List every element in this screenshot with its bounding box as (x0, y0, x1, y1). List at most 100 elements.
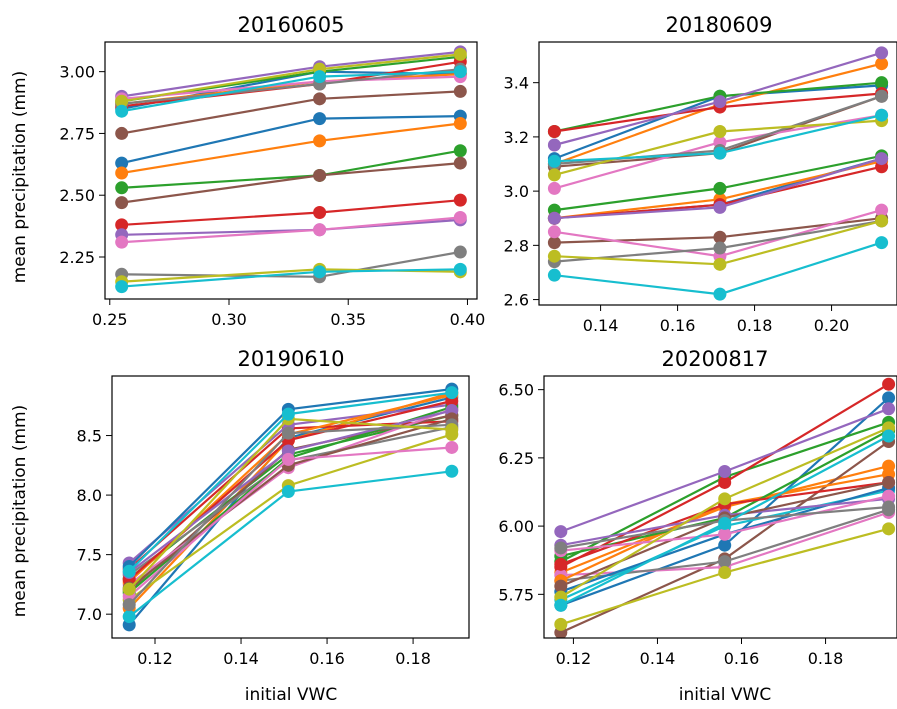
y-tick-label: 3.4 (504, 74, 529, 93)
data-point (547, 249, 561, 263)
x-tick-label: 0.12 (556, 649, 592, 668)
data-point (882, 402, 896, 416)
series-19 (547, 214, 889, 271)
data-point (713, 146, 727, 160)
series-line (121, 115, 461, 165)
series-6 (115, 156, 467, 210)
data-point (547, 211, 561, 225)
data-point (713, 241, 727, 255)
chart-title: 20200817 (662, 347, 769, 371)
data-point (547, 154, 561, 168)
data-point (875, 108, 889, 122)
data-point (718, 555, 732, 569)
series-9 (554, 522, 896, 631)
data-point (554, 541, 568, 555)
series-2 (115, 117, 467, 180)
data-point (453, 47, 467, 61)
data-point (122, 598, 136, 612)
data-point (718, 527, 732, 541)
y-tick-label: 7.5 (77, 546, 102, 565)
data-point (115, 181, 129, 195)
data-point (547, 236, 561, 250)
data-point (445, 464, 459, 478)
series-line (121, 122, 461, 175)
data-point (115, 196, 129, 210)
y-axis-label: mean precipitation (mm) (10, 405, 30, 618)
chart-title: 20190610 (238, 347, 345, 371)
data-point (554, 579, 568, 593)
x-tick-label: 0.25 (92, 310, 128, 329)
series-8 (115, 245, 467, 284)
subplot-20200817: 20200817 initial VWC 0.12 0.14 0.16 0.18 5.7… (498, 347, 897, 705)
data-point (718, 516, 732, 530)
data-point (713, 200, 727, 214)
axes-frame (543, 375, 897, 639)
y-tick-label: 8.0 (77, 486, 102, 505)
data-point (281, 452, 295, 466)
data-point (281, 407, 295, 421)
x-axis-label: initial VWC (245, 685, 337, 705)
data-point (453, 245, 467, 259)
series-20 (122, 386, 459, 578)
axes-frame (111, 375, 470, 639)
data-point (882, 500, 896, 514)
x-tick-label: 0.35 (330, 310, 366, 329)
data-point (445, 386, 459, 400)
data-point (453, 84, 467, 98)
series-5 (115, 213, 467, 242)
x-tick-label: 0.18 (737, 316, 773, 335)
x-tick-label: 0.14 (640, 649, 676, 668)
data-point (882, 429, 896, 443)
data-point (875, 203, 889, 217)
data-point (115, 156, 129, 170)
data-point (313, 92, 327, 106)
data-point (875, 46, 889, 60)
data-point (453, 210, 467, 224)
data-point (882, 475, 896, 489)
subplot-20160605: 20160605 mean precipitation (mm) 0.25 0.3… (10, 13, 485, 329)
x-tick-label: 0.14 (223, 649, 259, 668)
series-line (121, 149, 461, 189)
series-5 (547, 46, 889, 152)
x-tick-label: 0.30 (211, 310, 247, 329)
data-point (313, 206, 327, 220)
data-point (713, 124, 727, 138)
plot-area (122, 382, 459, 632)
data-point (875, 76, 889, 90)
y-tick-label: 2.50 (59, 186, 95, 205)
x-tick-label: 0.14 (583, 316, 619, 335)
data-point (713, 257, 727, 271)
data-point (554, 557, 568, 571)
data-point (115, 280, 129, 294)
axes-frame (104, 41, 478, 300)
x-axis-label: initial VWC (679, 685, 771, 705)
x-tick-label: 0.20 (814, 316, 850, 335)
y-tick-label: 2.6 (504, 291, 529, 310)
data-point (313, 265, 327, 279)
series-10 (115, 262, 467, 294)
data-point (313, 112, 327, 126)
data-point (453, 156, 467, 170)
data-point (445, 423, 459, 437)
data-point (713, 95, 727, 109)
data-point (122, 564, 136, 578)
data-point (122, 582, 136, 596)
data-point (547, 138, 561, 152)
series-10 (122, 464, 459, 624)
data-point (547, 225, 561, 239)
plot-area (554, 377, 896, 638)
y-tick-label: 8.5 (77, 427, 102, 446)
data-point (882, 489, 896, 503)
y-tick-label: 3.2 (504, 128, 529, 147)
series-line (121, 162, 461, 204)
data-point (718, 538, 732, 552)
series-20 (115, 65, 467, 118)
series-16 (115, 84, 467, 140)
data-point (313, 134, 327, 148)
data-point (547, 168, 561, 182)
data-point (453, 262, 467, 276)
data-point (453, 117, 467, 131)
data-point (115, 166, 129, 180)
data-point (718, 566, 732, 579)
data-point (882, 377, 896, 391)
